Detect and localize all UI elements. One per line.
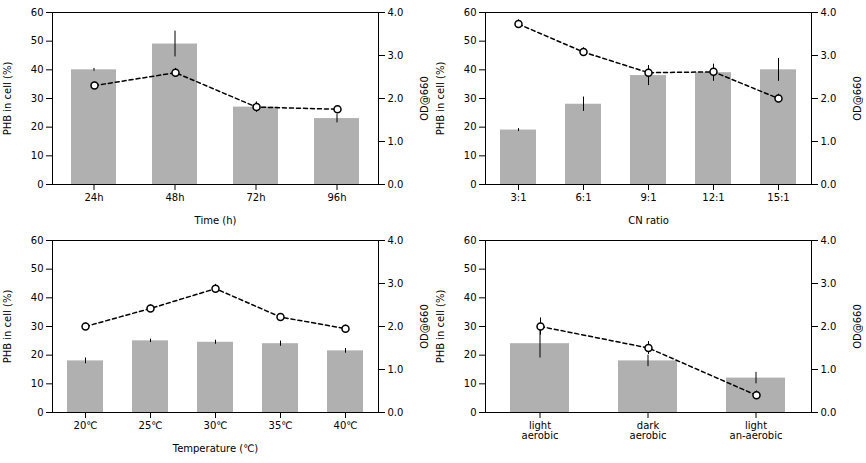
svg-text:20: 20 xyxy=(31,121,44,132)
svg-text:3.0: 3.0 xyxy=(388,278,404,289)
svg-text:0: 0 xyxy=(37,179,43,190)
svg-text:PHB in cell (%): PHB in cell (%) xyxy=(2,290,13,364)
svg-text:OD@660: OD@660 xyxy=(852,304,863,349)
svg-text:PHB in cell (%): PHB in cell (%) xyxy=(2,62,13,136)
svg-text:10: 10 xyxy=(31,150,44,161)
svg-text:4.0: 4.0 xyxy=(388,7,404,18)
svg-text:96h: 96h xyxy=(327,192,346,203)
svg-text:30: 30 xyxy=(464,93,477,104)
svg-text:50: 50 xyxy=(464,263,477,274)
svg-text:2.0: 2.0 xyxy=(821,321,837,332)
svg-text:1.0: 1.0 xyxy=(388,136,404,147)
svg-text:0: 0 xyxy=(37,407,43,418)
svg-text:60: 60 xyxy=(31,235,44,246)
svg-text:3:1: 3:1 xyxy=(510,192,526,203)
svg-text:60: 60 xyxy=(464,235,477,246)
svg-text:Temperature (℃): Temperature (℃) xyxy=(172,443,259,454)
svg-text:35℃: 35℃ xyxy=(269,420,293,431)
svg-text:3.0: 3.0 xyxy=(821,50,837,61)
svg-text:OD@660: OD@660 xyxy=(419,76,430,121)
svg-text:20: 20 xyxy=(31,349,44,360)
svg-text:72h: 72h xyxy=(246,192,265,203)
svg-text:0.0: 0.0 xyxy=(821,179,837,190)
svg-text:OD@660: OD@660 xyxy=(852,76,863,121)
svg-text:Time (h): Time (h) xyxy=(194,215,237,226)
svg-text:50: 50 xyxy=(31,35,44,46)
svg-text:1.0: 1.0 xyxy=(388,364,404,375)
svg-text:30: 30 xyxy=(31,93,44,104)
svg-text:1.0: 1.0 xyxy=(821,136,837,147)
svg-text:48h: 48h xyxy=(165,192,184,203)
svg-text:3.0: 3.0 xyxy=(388,50,404,61)
svg-text:10: 10 xyxy=(464,150,477,161)
svg-text:15:1: 15:1 xyxy=(767,192,789,203)
svg-text:PHB in cell (%): PHB in cell (%) xyxy=(435,62,446,136)
svg-text:60: 60 xyxy=(31,7,44,18)
svg-text:1.0: 1.0 xyxy=(821,364,837,375)
svg-text:50: 50 xyxy=(464,35,477,46)
svg-text:30: 30 xyxy=(464,321,477,332)
svg-text:2.0: 2.0 xyxy=(821,93,837,104)
svg-text:darkaerobic: darkaerobic xyxy=(630,420,667,441)
svg-text:6:1: 6:1 xyxy=(575,192,591,203)
svg-text:4.0: 4.0 xyxy=(821,7,837,18)
svg-text:20: 20 xyxy=(464,121,477,132)
svg-text:20: 20 xyxy=(464,349,477,360)
svg-text:10: 10 xyxy=(31,378,44,389)
svg-text:12:1: 12:1 xyxy=(702,192,724,203)
svg-text:40: 40 xyxy=(31,64,44,75)
svg-text:30℃: 30℃ xyxy=(204,420,228,431)
svg-text:0.0: 0.0 xyxy=(821,407,837,418)
svg-text:20℃: 20℃ xyxy=(74,420,98,431)
svg-text:40: 40 xyxy=(464,64,477,75)
svg-text:24h: 24h xyxy=(84,192,103,203)
svg-text:40: 40 xyxy=(31,292,44,303)
svg-text:10: 10 xyxy=(464,378,477,389)
svg-text:60: 60 xyxy=(464,7,477,18)
svg-text:3.0: 3.0 xyxy=(821,278,837,289)
svg-text:0.0: 0.0 xyxy=(388,407,404,418)
svg-text:lightaerobic: lightaerobic xyxy=(522,420,559,441)
svg-text:CN ratio: CN ratio xyxy=(628,215,669,226)
svg-text:0: 0 xyxy=(470,179,476,190)
svg-text:25℃: 25℃ xyxy=(139,420,163,431)
svg-text:OD@660: OD@660 xyxy=(419,304,430,349)
svg-text:9:1: 9:1 xyxy=(640,192,656,203)
svg-text:40℃: 40℃ xyxy=(334,420,358,431)
svg-text:2.0: 2.0 xyxy=(388,93,404,104)
svg-text:PHB in cell (%): PHB in cell (%) xyxy=(435,290,446,364)
svg-text:4.0: 4.0 xyxy=(821,235,837,246)
svg-text:50: 50 xyxy=(31,263,44,274)
svg-text:40: 40 xyxy=(464,292,477,303)
svg-text:lightan-aerobic: lightan-aerobic xyxy=(730,420,783,441)
svg-text:2.0: 2.0 xyxy=(388,321,404,332)
svg-text:0: 0 xyxy=(470,407,476,418)
svg-text:30: 30 xyxy=(31,321,44,332)
svg-text:0.0: 0.0 xyxy=(388,179,404,190)
svg-text:4.0: 4.0 xyxy=(388,235,404,246)
